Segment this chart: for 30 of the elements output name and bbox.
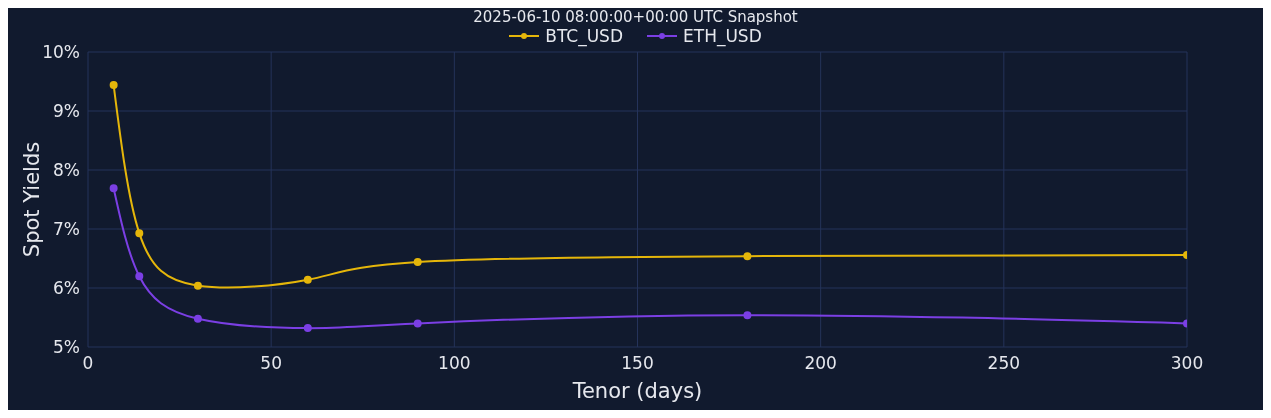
point bbox=[109, 184, 118, 193]
point bbox=[413, 319, 422, 328]
point bbox=[303, 324, 312, 333]
chart-title: 2025-06-10 08:00:00+00:00 UTC Snapshot bbox=[472, 8, 799, 26]
point bbox=[303, 275, 312, 284]
point bbox=[135, 229, 144, 238]
point bbox=[193, 314, 202, 323]
y-tick-label: 9% bbox=[53, 101, 80, 122]
x-axis-title: Tenor (days) bbox=[571, 379, 703, 403]
point bbox=[743, 311, 752, 320]
y-tick-label: 5% bbox=[53, 337, 80, 358]
point bbox=[109, 81, 118, 90]
x-tick-label: 200 bbox=[804, 353, 837, 374]
y-tick-label: 6% bbox=[53, 278, 80, 299]
point bbox=[135, 272, 144, 281]
y-tick-label: 7% bbox=[53, 219, 80, 240]
x-tick-label: 100 bbox=[438, 353, 471, 374]
y-tick-label: 10% bbox=[42, 42, 80, 63]
y-axis-title: Spot Yields bbox=[20, 141, 45, 258]
x-tick-label: 300 bbox=[1170, 353, 1204, 374]
point bbox=[413, 258, 422, 267]
x-tick-label: 0 bbox=[82, 353, 94, 374]
x-tick-label: 250 bbox=[987, 353, 1021, 374]
legend-label: ETH_USD bbox=[683, 26, 762, 46]
y-tick-label: 8% bbox=[53, 160, 80, 181]
point bbox=[743, 252, 752, 261]
legend-label: BTC_USD bbox=[545, 26, 623, 46]
x-tick-label: 150 bbox=[621, 353, 654, 374]
x-tick-label: 50 bbox=[260, 353, 282, 374]
point bbox=[193, 281, 202, 290]
